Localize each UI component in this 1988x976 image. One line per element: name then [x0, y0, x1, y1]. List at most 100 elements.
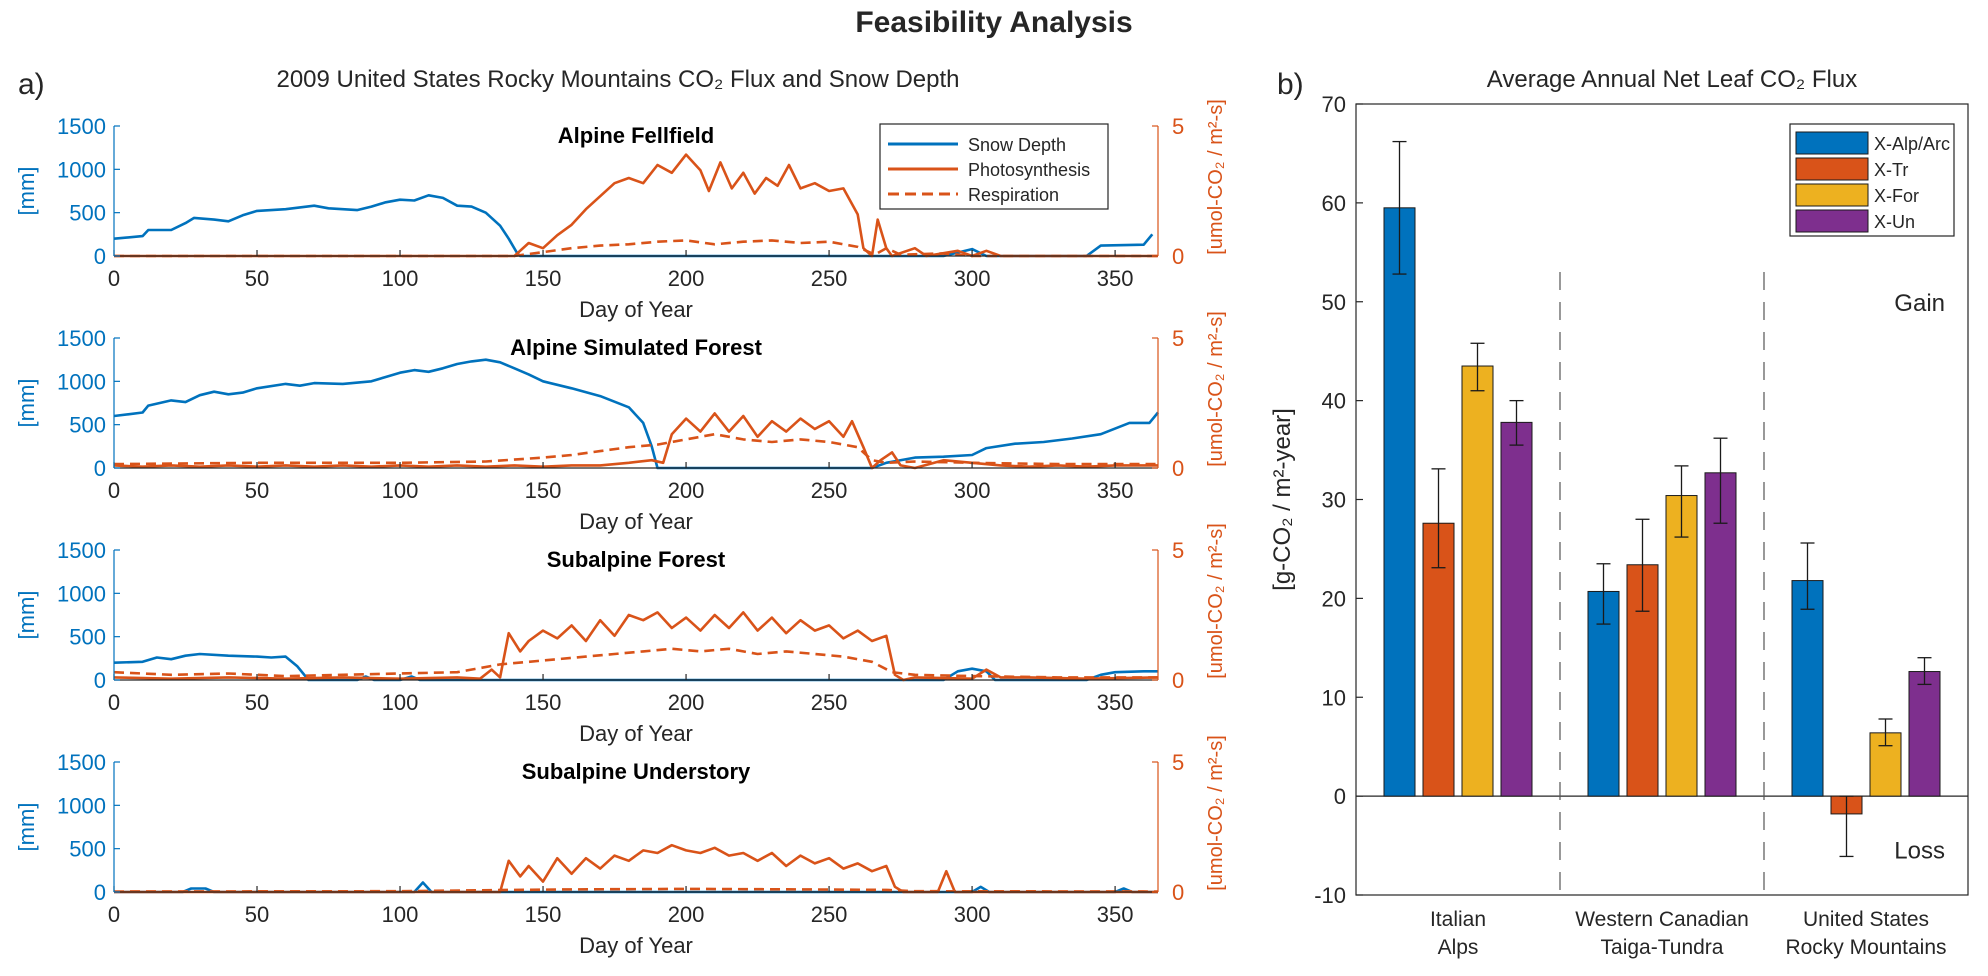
category-label: United States: [1803, 908, 1929, 931]
left-axis-label: [mm]: [14, 379, 39, 428]
left-axis-label: [mm]: [14, 803, 39, 852]
x-tick-label: 250: [811, 266, 848, 291]
x-axis-label: Day of Year: [579, 721, 693, 746]
x-tick-label: 50: [245, 902, 269, 927]
y-tick-label: 60: [1322, 191, 1346, 216]
x-tick-label: 350: [1097, 478, 1134, 503]
subplot-title: Subalpine Understory: [522, 759, 751, 784]
panel-b-legend: X-Alp/Arc X-Tr X-For X-Un: [1789, 123, 1955, 237]
legend-label-snow: Snow Depth: [968, 135, 1066, 155]
y-tick-label: 0: [1334, 784, 1346, 809]
right-tick-label: 5: [1172, 114, 1184, 139]
right-tick-label: 0: [1172, 456, 1184, 481]
panel-a-legend: Snow Depth Photosynthesis Respiration: [879, 123, 1109, 210]
right-tick-label: 0: [1172, 244, 1184, 269]
legend-label-0: X-Alp/Arc: [1874, 134, 1950, 154]
left-tick-label: 500: [69, 413, 106, 438]
series-line-snow-depth: [113, 358, 1160, 470]
legend-label-2: X-For: [1874, 186, 1919, 206]
series-line-photosynthesis: [113, 611, 1159, 682]
x-tick-label: 0: [108, 902, 120, 927]
x-tick-label: 100: [382, 902, 419, 927]
x-tick-label: 50: [245, 266, 269, 291]
x-tick-label: 0: [108, 690, 120, 715]
series-line-snow-depth: [113, 194, 1154, 258]
y-tick-label: 30: [1322, 488, 1346, 513]
x-tick-label: 50: [245, 478, 269, 503]
x-tick-label: 100: [382, 478, 419, 503]
legend-swatch-0: [1795, 131, 1869, 155]
x-tick-label: 150: [525, 902, 562, 927]
subplot-title: Alpine Simulated Forest: [510, 335, 762, 360]
x-tick-label: 50: [245, 690, 269, 715]
category-label: Alps: [1438, 936, 1479, 959]
category-label: Italian: [1430, 908, 1486, 931]
left-tick-label: 1500: [57, 326, 106, 351]
loss-annotation: Loss: [1894, 838, 1945, 865]
panel-b-title: Average Annual Net Leaf CO₂ Flux: [1487, 66, 1857, 93]
right-axis-label: [umol-CO₂ / m²-s]: [1205, 99, 1227, 255]
bar-x-for: [1665, 495, 1698, 797]
legend-swatch-2: [1795, 183, 1869, 207]
legend-box: [879, 123, 1109, 210]
y-tick-label: 20: [1322, 586, 1346, 611]
left-tick-label: 1000: [57, 369, 106, 394]
y-tick-label: 70: [1322, 92, 1346, 117]
x-tick-label: 300: [954, 266, 991, 291]
series-line-respiration: [113, 647, 1158, 679]
right-tick-label: 0: [1172, 880, 1184, 905]
bar-x-un: [1908, 671, 1941, 797]
category-label: Rocky Mountains: [1785, 936, 1946, 959]
x-tick-label: 300: [954, 478, 991, 503]
subplot-title: Subalpine Forest: [547, 547, 726, 572]
right-tick-label: 5: [1172, 538, 1184, 563]
legend-swatch-3: [1795, 209, 1869, 233]
left-tick-label: 1500: [57, 750, 106, 775]
x-tick-label: 0: [108, 478, 120, 503]
x-tick-label: 250: [811, 902, 848, 927]
left-axis-label: [mm]: [14, 591, 39, 640]
y-tick-label: 50: [1322, 290, 1346, 315]
series-line-photosynthesis: [114, 843, 1158, 894]
left-axis-label: [mm]: [14, 167, 39, 216]
subplot-title: Alpine Fellfield: [558, 123, 714, 148]
x-tick-label: 300: [954, 690, 991, 715]
category-label: Western Canadian: [1575, 908, 1749, 931]
legend-label-photosynthesis: Photosynthesis: [968, 160, 1090, 180]
right-tick-label: 5: [1172, 750, 1184, 775]
x-tick-label: 250: [811, 690, 848, 715]
legend-swatch-1: [1795, 157, 1869, 181]
left-tick-label: 500: [69, 837, 106, 862]
y-tick-label: 40: [1322, 389, 1346, 414]
bar-x-un: [1500, 421, 1533, 797]
x-tick-label: 250: [811, 478, 848, 503]
gain-annotation: Gain: [1894, 290, 1945, 317]
left-tick-label: 1500: [57, 114, 106, 139]
x-tick-label: 150: [525, 266, 562, 291]
bar-x-alp-arc: [1587, 590, 1620, 797]
left-tick-label: 0: [94, 456, 106, 481]
left-tick-label: 1000: [57, 793, 106, 818]
y-tick-label: 10: [1322, 685, 1346, 710]
x-tick-label: 200: [668, 266, 705, 291]
x-tick-label: 300: [954, 902, 991, 927]
x-tick-label: 100: [382, 690, 419, 715]
legend-label-respiration: Respiration: [968, 185, 1059, 205]
left-tick-label: 1000: [57, 157, 106, 182]
x-tick-label: 150: [525, 690, 562, 715]
bar-x-for: [1461, 365, 1494, 797]
x-tick-label: 150: [525, 478, 562, 503]
legend-label-3: X-Un: [1874, 212, 1915, 232]
left-tick-label: 1500: [57, 538, 106, 563]
legend-label-1: X-Tr: [1874, 160, 1908, 180]
bar-x-un: [1704, 472, 1737, 797]
series-line-respiration: [113, 432, 1158, 466]
x-tick-label: 100: [382, 266, 419, 291]
y-axis-label: [g-CO₂ / m²-year]: [1269, 408, 1296, 591]
left-tick-label: 500: [69, 625, 106, 650]
x-tick-label: 200: [668, 690, 705, 715]
x-axis-label: Day of Year: [579, 933, 693, 958]
right-axis-label: [umol-CO₂ / m²-s]: [1205, 311, 1227, 467]
